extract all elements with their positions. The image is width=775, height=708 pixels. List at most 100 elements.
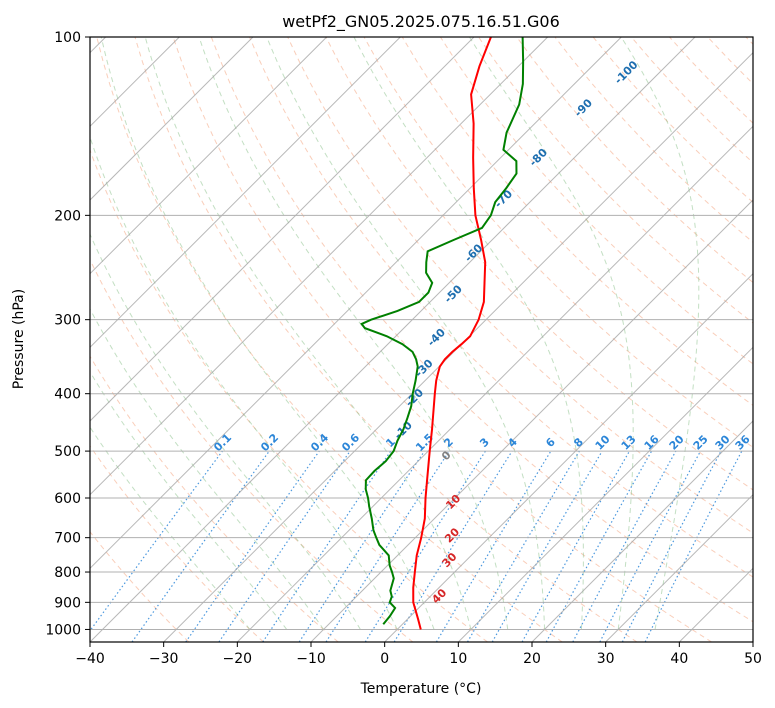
mixing-ratio-label: 8 bbox=[571, 435, 586, 450]
y-tick-label: 1000 bbox=[45, 622, 81, 638]
isotherm bbox=[236, 125, 753, 642]
x-axis-ticks: −40 −30 −20 −10 0 10 20 30 40 50 bbox=[75, 642, 762, 667]
moist-adiabat bbox=[620, 37, 700, 630]
plot-frame bbox=[89, 36, 754, 643]
isotherm bbox=[678, 567, 753, 642]
dry-adiabat bbox=[745, 37, 753, 45]
moist-adiabat bbox=[353, 37, 584, 630]
mixing-ratio-label: 3 bbox=[477, 435, 492, 450]
isotherm bbox=[457, 346, 753, 642]
mixing-ratio-label: 2 bbox=[441, 435, 456, 450]
dry-adiabat-label: -100 bbox=[612, 58, 641, 87]
isotherm bbox=[90, 37, 254, 201]
mixing-ratio-label: 20 bbox=[667, 432, 687, 452]
x-tick-label: 40 bbox=[670, 651, 688, 667]
dry-adiabat bbox=[96, 37, 563, 642]
y-tick-label: 500 bbox=[54, 444, 81, 460]
mixing-ratio-line bbox=[218, 450, 351, 642]
mixing-ratio-line bbox=[364, 450, 486, 642]
mixing-ratio-line bbox=[393, 450, 513, 642]
moist-adiabat bbox=[469, 37, 634, 630]
mixing-ratio-label: 30 bbox=[713, 432, 733, 452]
temperature-line bbox=[412, 37, 492, 630]
mixing-ratio-line bbox=[262, 450, 392, 642]
y-tick-label: 300 bbox=[54, 313, 81, 329]
dry-adiabat-label: 40 bbox=[429, 586, 449, 606]
chart-title: wetPf2_GN05.2025.075.16.51.G06 bbox=[282, 12, 560, 32]
dewpoint-line bbox=[360, 37, 525, 625]
y-tick-label: 100 bbox=[54, 30, 81, 46]
dry-adiabat-label: 0 bbox=[439, 448, 454, 463]
mixing-ratio-label: 4 bbox=[505, 435, 520, 450]
moist-adiabat bbox=[90, 135, 398, 630]
background-lines bbox=[90, 37, 753, 642]
isotherm bbox=[90, 37, 622, 570]
y-tick-label: 200 bbox=[54, 208, 81, 224]
mixing-ratio-line bbox=[185, 450, 320, 642]
dry-adiabat-label: 30 bbox=[440, 550, 460, 570]
dry-adiabat bbox=[516, 37, 753, 284]
dry-adiabat-label: 10 bbox=[443, 492, 463, 512]
moist-adiabat bbox=[90, 308, 324, 630]
isotherm bbox=[90, 37, 549, 496]
x-axis-label: Temperature (°C) bbox=[360, 681, 482, 697]
x-tick-label: 30 bbox=[597, 651, 615, 667]
dry-adiabat bbox=[134, 37, 638, 642]
y-tick-label: 900 bbox=[54, 595, 81, 611]
mixing-ratio-label: 16 bbox=[642, 432, 662, 452]
moist-adiabat bbox=[100, 37, 435, 630]
moist-adiabat bbox=[90, 426, 251, 630]
x-tick-label: 20 bbox=[523, 651, 541, 667]
isotherm bbox=[752, 641, 753, 642]
dry-adiabat bbox=[707, 37, 753, 85]
y-tick-label: 400 bbox=[54, 387, 81, 403]
mixing-ratio-label: 6 bbox=[543, 435, 558, 450]
mixing-ratio-label: 25 bbox=[691, 433, 711, 453]
isotherm bbox=[90, 37, 475, 422]
mixing-ratio-line bbox=[90, 450, 223, 632]
x-tick-label: 10 bbox=[449, 651, 467, 667]
isotherm bbox=[531, 420, 753, 642]
y-axis-label: Pressure (hPa) bbox=[11, 289, 27, 389]
isotherm bbox=[90, 37, 328, 275]
dry-adiabat bbox=[90, 531, 190, 642]
moist-adiabat bbox=[144, 37, 472, 630]
x-tick-label: −10 bbox=[296, 651, 326, 667]
dry-adiabat bbox=[249, 37, 753, 578]
mixing-ratio-line bbox=[466, 450, 580, 642]
x-tick-label: 50 bbox=[744, 651, 762, 667]
isotherm bbox=[310, 199, 753, 642]
isotherm bbox=[90, 37, 401, 349]
y-tick-label: 700 bbox=[54, 531, 81, 547]
mixing-ratio-line bbox=[644, 450, 743, 642]
isotherm bbox=[605, 493, 753, 642]
mixing-ratio-label: 13 bbox=[619, 433, 639, 453]
dry-adiabat bbox=[401, 37, 753, 406]
mixing-ratio-label: 10 bbox=[593, 432, 613, 452]
dry-adiabat bbox=[172, 37, 712, 642]
dry-adiabat-label: 20 bbox=[442, 525, 462, 545]
y-tick-label: 600 bbox=[54, 491, 81, 507]
dry-adiabat bbox=[592, 37, 753, 203]
mixing-ratio-line bbox=[325, 450, 450, 642]
dry-adiabat bbox=[210, 37, 753, 623]
mixing-ratio-line bbox=[298, 450, 425, 642]
mixing-ratio-line bbox=[435, 450, 552, 642]
background-line-labels: -100-90-80-70-60-50-40-30-20-10010203040… bbox=[211, 58, 753, 606]
mixing-ratio-line bbox=[521, 450, 631, 642]
dry-adiabat bbox=[90, 355, 339, 642]
dry-adiabat bbox=[287, 37, 753, 534]
y-axis-ticks: 100 200 300 400 500 600 700 800 900 1000 bbox=[45, 30, 90, 638]
dry-adiabat bbox=[669, 37, 753, 124]
moist-adiabat bbox=[90, 233, 361, 630]
dry-adiabat bbox=[90, 258, 414, 642]
isotherm bbox=[384, 272, 753, 642]
mixing-ratio-line bbox=[545, 450, 653, 642]
dry-adiabat bbox=[554, 37, 753, 243]
dry-adiabat bbox=[439, 37, 753, 365]
y-tick-label: 800 bbox=[54, 565, 81, 581]
profile-lines bbox=[360, 37, 525, 630]
x-tick-label: −30 bbox=[149, 651, 179, 667]
mixing-ratio-line bbox=[572, 450, 677, 642]
